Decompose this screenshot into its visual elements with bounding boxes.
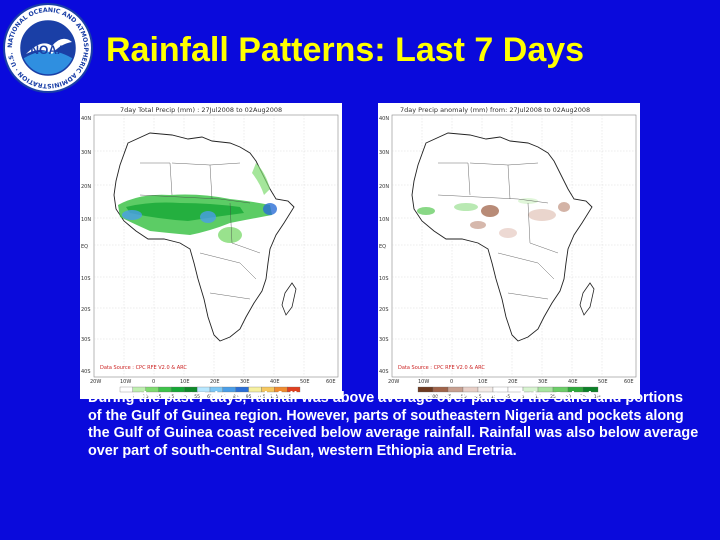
logo-wordmark: NOAA (30, 43, 66, 57)
legend-label: 85 (233, 394, 239, 399)
lon-label: 30E (538, 379, 548, 385)
legend-label: -75 (444, 394, 451, 399)
lon-label: 40E (568, 379, 578, 385)
lon-label: 30E (240, 379, 250, 385)
legend-label: 5 (522, 394, 525, 399)
country-borders (437, 162, 559, 300)
legend-label: 5 (131, 394, 134, 399)
lat-label: 40S (379, 369, 389, 375)
legend-swatch (582, 386, 599, 393)
legend-label: -5 (506, 394, 511, 399)
map-header: 7day Total Precip (mm) : 27Jul2008 to 02… (120, 106, 282, 114)
legend-label: -25 (474, 394, 481, 399)
slide-description: During the past 7 days, rainfall was abo… (88, 390, 699, 459)
longitude-labels: 20W 10W 0 10E 20E 30E 40E 50E 60E (388, 379, 634, 385)
lat-label: 30N (81, 150, 91, 156)
legend-label: -50 (459, 394, 466, 399)
legend-label: 105 (257, 394, 266, 399)
legend-label: 15 (143, 394, 149, 399)
lon-label: 60E (624, 379, 634, 385)
legend-label: 35 (169, 394, 175, 399)
madagascar-outline (579, 282, 595, 316)
lon-label: 20W (90, 379, 101, 385)
map-source: Data Source : CPC RFE V2.0 & ARC (398, 365, 485, 371)
legend-label: 25 (156, 394, 162, 399)
anomaly-legend-labels: -100 -75 -50 -25 -15 -5 5 15 25 50 75 100 (428, 394, 603, 399)
precip-anomaly-map: 7day Precip anomaly (mm) from: 27Jul2008… (378, 103, 640, 399)
lat-label: 30S (379, 337, 389, 343)
legend-label: 45 (181, 394, 187, 399)
lat-label: 40S (81, 369, 91, 375)
rainfall-band (118, 163, 277, 243)
noaa-logo: NATIONAL OCEANIC AND ATMOSPHERIC ADMINIS… (0, 0, 94, 94)
legend-label: -100 (428, 394, 438, 399)
lon-label: 20E (508, 379, 518, 385)
lat-label: 10S (81, 276, 91, 282)
lat-label: 30S (81, 337, 91, 343)
lon-label: 20E (210, 379, 220, 385)
legend-label: 65 (207, 394, 213, 399)
lat-label: 10S (379, 276, 389, 282)
precip-legend-labels: 5 15 25 35 45 55 65 75 85 95 105 115 125 (131, 394, 291, 399)
legend-label: 115 (270, 394, 279, 399)
lat-label: 40N (81, 116, 91, 122)
lat-label: 40N (379, 116, 389, 122)
anomaly-legend (417, 386, 599, 393)
legend-label: 125 (283, 394, 292, 399)
lat-label: 30N (379, 150, 389, 156)
legend-label: 75 (220, 394, 226, 399)
legend-label: 75 (580, 394, 586, 399)
lon-label: 0 (152, 379, 155, 385)
total-precip-map: 7day Total Precip (mm) : 27Jul2008 to 02… (80, 103, 342, 399)
lat-label: 20S (379, 307, 389, 313)
lon-label: 0 (450, 379, 453, 385)
longitude-labels: 20W 10W 0 10E 20E 30E 40E 50E 60E (90, 379, 336, 385)
precip-legend (119, 386, 301, 393)
lat-label: 20S (81, 307, 91, 313)
legend-label: 100 (594, 394, 603, 399)
lon-label: 60E (326, 379, 336, 385)
lat-label: 10N (81, 217, 91, 223)
lon-label: 10W (120, 379, 131, 385)
slide-title: Rainfall Patterns: Last 7 Days (106, 31, 585, 69)
latitude-labels: 40N 30N 20N 10N EQ 10S 20S 30S 40S (81, 116, 91, 375)
map-header: 7day Precip anomaly (mm) from: 27Jul2008… (400, 106, 590, 114)
lat-label: 20N (379, 184, 389, 190)
anomaly-patches (417, 198, 570, 238)
lat-label: EQ (379, 244, 386, 250)
lat-label: 20N (81, 184, 91, 190)
legend-label: 55 (194, 394, 200, 399)
legend-swatch (286, 386, 301, 393)
lat-label: EQ (81, 244, 88, 250)
madagascar-outline (281, 282, 297, 316)
africa-outline (113, 132, 295, 342)
map-source: Data Source : CPC RFE V2.0 & ARC (100, 365, 187, 371)
lon-label: 20W (388, 379, 399, 385)
africa-outline (411, 132, 593, 342)
lon-label: 40E (270, 379, 280, 385)
legend-label: 50 (565, 394, 571, 399)
country-borders (139, 162, 261, 300)
legend-label: 25 (550, 394, 556, 399)
lat-label: 10N (379, 217, 389, 223)
lon-label: 10W (418, 379, 429, 385)
legend-label: 15 (535, 394, 541, 399)
lon-label: 50E (598, 379, 608, 385)
lon-label: 10E (180, 379, 190, 385)
lon-label: 50E (300, 379, 310, 385)
lon-label: 10E (478, 379, 488, 385)
latitude-labels: 40N 30N 20N 10N EQ 10S 20S 30S 40S (379, 116, 389, 375)
legend-label: -15 (489, 394, 496, 399)
legend-label: 95 (246, 394, 252, 399)
